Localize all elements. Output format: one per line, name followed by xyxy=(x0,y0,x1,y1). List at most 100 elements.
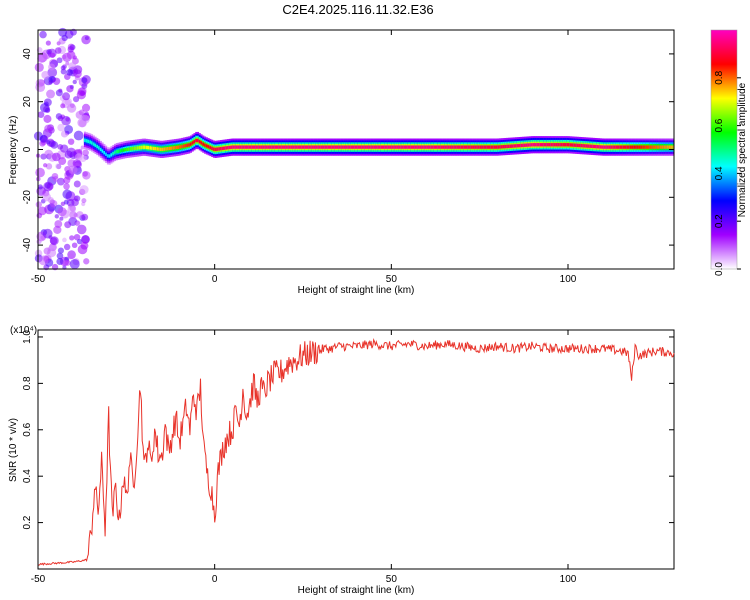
ridge-cell xyxy=(656,145,659,149)
noise-blob xyxy=(37,184,43,190)
ridge-cell xyxy=(553,143,556,147)
noise-blob xyxy=(68,62,77,71)
ridge-cell xyxy=(188,143,191,147)
ridge-cell xyxy=(336,145,339,149)
noise-blob xyxy=(51,152,61,162)
ridge-cell xyxy=(142,145,145,149)
ridge-cell xyxy=(91,141,94,145)
ridge-cell xyxy=(437,145,440,149)
x-tick-label: 50 xyxy=(386,274,398,285)
ridge-cell xyxy=(322,145,325,149)
colorbar-tick-label: 0.6 xyxy=(714,118,725,132)
noise-blob xyxy=(76,238,83,245)
noise-blob xyxy=(71,242,78,249)
ridge-cell xyxy=(488,145,491,149)
ridge-cell xyxy=(304,145,307,149)
ridge-cell xyxy=(140,145,143,150)
ridge-cell xyxy=(124,148,127,152)
noise-blob xyxy=(81,103,91,112)
ridge-cell xyxy=(635,145,638,149)
noise-blob xyxy=(58,157,67,166)
ridge-cell xyxy=(419,145,422,149)
ridge-cell xyxy=(260,145,263,149)
ridge-cell xyxy=(334,145,337,149)
ridge-cell xyxy=(529,143,532,147)
ridge-cell xyxy=(484,145,488,149)
noise-blob xyxy=(65,61,70,66)
ridge-cell xyxy=(490,145,493,149)
noise-blob xyxy=(82,171,91,180)
ridge-cell xyxy=(281,145,284,149)
ridge-cell xyxy=(136,146,139,150)
noise-blob xyxy=(80,241,89,250)
ridge-cell xyxy=(83,138,86,142)
ridge-cell xyxy=(98,146,101,150)
ridge-cell xyxy=(451,145,454,149)
noise-blob xyxy=(81,83,88,89)
noise-blob xyxy=(67,50,75,59)
ridge-cell xyxy=(670,145,673,149)
ridge-cell xyxy=(193,140,196,144)
noise-blob xyxy=(56,252,64,260)
ridge-cell xyxy=(244,145,247,149)
ridge-cell xyxy=(331,145,334,149)
ridge-cell xyxy=(295,145,298,149)
noise-blob xyxy=(76,90,87,100)
noise-blob xyxy=(44,124,53,133)
ridge-cell xyxy=(649,145,652,149)
noise-blob xyxy=(80,114,90,124)
colorbar-label: Normalized spectral amplitude xyxy=(737,82,748,217)
ridge-cell xyxy=(145,145,148,150)
ridge-cell xyxy=(458,145,461,149)
ridge-cell xyxy=(172,146,175,150)
ridge-cell xyxy=(253,145,256,149)
ridge-cell xyxy=(481,145,484,149)
ridge-cell xyxy=(366,145,369,149)
ridge-cell xyxy=(643,145,647,149)
ridge-cell xyxy=(225,146,228,150)
noise-blob xyxy=(53,225,62,235)
ridge-cell xyxy=(430,145,433,149)
ridge-cell xyxy=(449,145,452,149)
x-tick-label: 0 xyxy=(212,574,218,585)
ridge-cell xyxy=(94,143,97,147)
noise-blob xyxy=(60,144,69,153)
ridge-cell xyxy=(515,144,518,148)
colorbar-tick-label: 0.8 xyxy=(714,70,725,84)
ridge-cell xyxy=(163,147,166,151)
ridge-cell xyxy=(242,145,245,149)
ridge-cell xyxy=(557,143,560,147)
ridge-cell xyxy=(159,147,162,152)
colorbar: 0.0 0.2 0.4 0.6 0.8 Normalized spectral ampl… xyxy=(710,29,748,276)
ridge-cell xyxy=(227,146,230,150)
ridge-cell xyxy=(534,143,537,147)
noise-blob xyxy=(43,181,53,192)
ridge-cell xyxy=(345,145,348,149)
ridge-cell xyxy=(306,145,309,149)
x-tick-label: 0 xyxy=(212,274,218,285)
noise-blob xyxy=(75,221,81,227)
ridge-cell xyxy=(126,147,129,152)
noise-blob xyxy=(48,80,53,85)
ridge-cell xyxy=(628,145,631,149)
ridge-cell xyxy=(292,145,295,149)
noise-blob xyxy=(67,205,76,214)
noise-blob xyxy=(54,47,62,54)
ridge-cell xyxy=(580,143,583,148)
ridge-cell xyxy=(338,145,341,149)
noise-blob xyxy=(35,167,45,178)
ridge-cell xyxy=(596,145,599,149)
noise-blob xyxy=(34,62,44,72)
ridge-cell xyxy=(212,147,215,151)
noise-blob xyxy=(44,101,49,107)
noise-blob xyxy=(39,134,48,143)
noise-blob xyxy=(36,239,42,245)
noise-blob xyxy=(56,257,64,266)
ridge-cell xyxy=(440,145,443,149)
ridge-cell xyxy=(370,145,373,149)
ridge-cell xyxy=(371,145,374,149)
noise-blob xyxy=(73,130,84,141)
ridge-cell xyxy=(197,138,200,143)
ridge-cell xyxy=(401,145,404,149)
ridge-cell xyxy=(398,145,401,149)
